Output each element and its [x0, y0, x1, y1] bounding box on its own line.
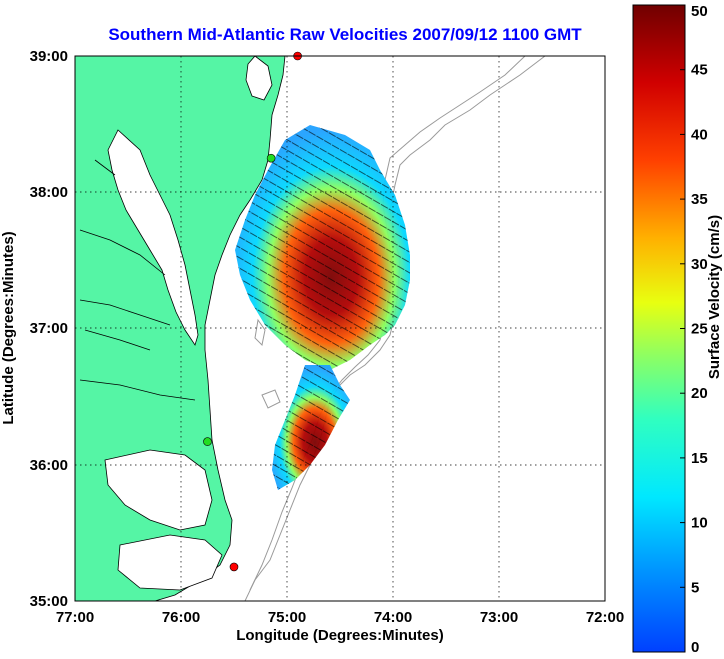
colorbar-tick-label: 0 — [691, 639, 699, 656]
y-axis-label: Latitude (Degrees:Minutes) — [0, 231, 17, 424]
x-tick-label: 72:00 — [586, 609, 624, 626]
y-tick-label: 35:00 — [30, 593, 68, 610]
x-axis-label: Longitude (Degrees:Minutes) — [236, 627, 444, 644]
y-tick-label: 37:00 — [30, 320, 68, 337]
colorbar-tick-label: 25 — [691, 321, 708, 338]
x-tick-label: 77:00 — [56, 609, 94, 626]
radar-station-marker — [266, 153, 276, 163]
albemarle-sound — [104, 449, 213, 531]
y-axis-ticks: 39:00 38:00 37:00 36:00 35:00 — [30, 48, 68, 610]
bathymetry-contour — [244, 56, 546, 601]
map-title: Southern Mid-Atlantic Raw Velocities 200… — [108, 25, 582, 44]
colorbar-tick-label: 10 — [691, 515, 708, 532]
y-tick-label: 36:00 — [30, 457, 68, 474]
colorbar-tick-label: 45 — [691, 62, 708, 79]
x-tick-label: 75:00 — [268, 609, 306, 626]
radar-stations — [203, 51, 302, 572]
radar-station-marker — [229, 562, 239, 572]
colorbar-tick-label: 40 — [691, 126, 708, 143]
velocity-vectors — [235, 125, 410, 490]
colorbar-tick-label: 15 — [691, 450, 708, 467]
colorbar-label: Surface Velocity (cm/s) — [706, 215, 723, 379]
chesapeake-bay — [107, 129, 199, 346]
river — [79, 159, 196, 401]
colorbar-tick-label: 35 — [691, 191, 708, 208]
colorbar-tick-label: 50 — [691, 3, 708, 20]
colorbar-scale — [632, 4, 686, 653]
x-tick-label: 74:00 — [374, 609, 412, 626]
colorbar-tick-label: 30 — [691, 256, 708, 273]
radar-station-marker — [203, 437, 212, 446]
x-tick-label: 76:00 — [162, 609, 200, 626]
colorbar-tick-label: 5 — [691, 579, 699, 596]
pamlico-sound — [117, 534, 223, 591]
y-tick-label: 38:00 — [30, 184, 68, 201]
colorbar-tick-label: 20 — [691, 385, 708, 402]
x-axis-ticks: 77:00 76:00 75:00 74:00 73:00 72:00 — [56, 609, 624, 626]
y-tick-label: 39:00 — [30, 48, 68, 65]
grid-lines — [75, 56, 605, 601]
delaware-bay — [245, 56, 273, 101]
plot-frame — [74, 55, 606, 602]
x-tick-label: 73:00 — [480, 609, 518, 626]
plot-area — [75, 56, 605, 601]
